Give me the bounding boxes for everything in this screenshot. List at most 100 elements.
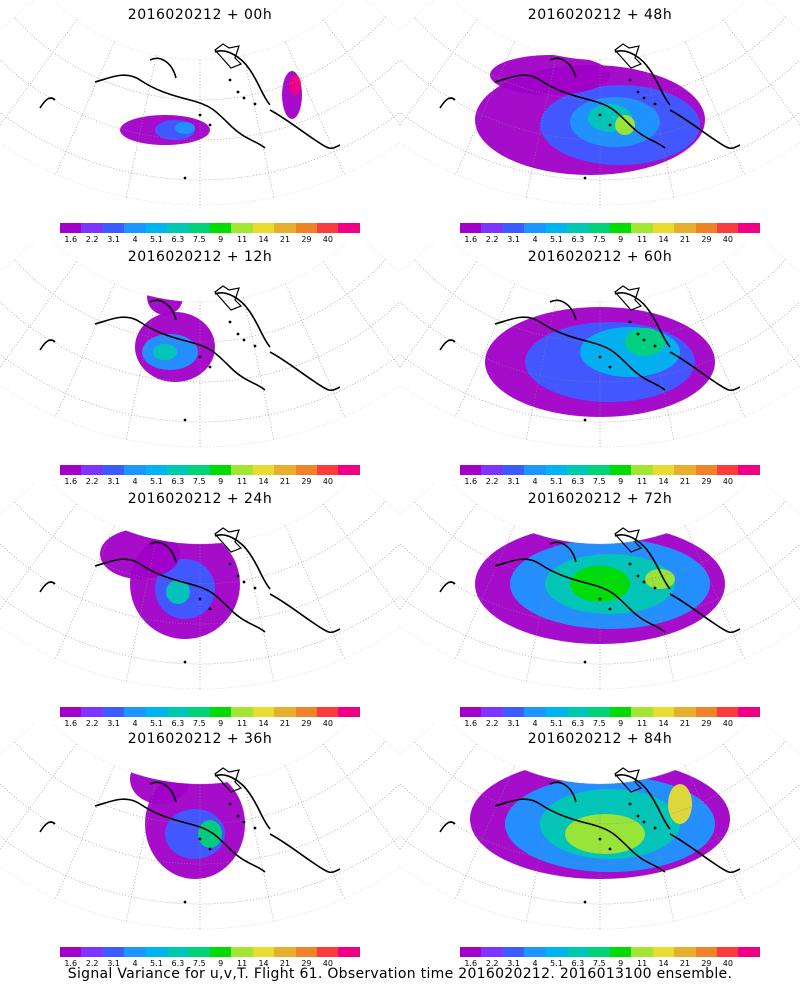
colorbar-swatch [253, 223, 274, 233]
colorbar-swatch [481, 947, 502, 957]
colorbar-swatch [60, 707, 81, 717]
colorbar-swatch [610, 465, 631, 475]
forecast-panel: 2016020212 + 48h 1.62.23.145.16.37.59111… [400, 0, 800, 240]
colorbar-swatch [717, 465, 738, 475]
colorbar-swatch [589, 947, 610, 957]
colorbar-swatch [274, 947, 295, 957]
colorbar-swatch [524, 465, 545, 475]
colorbar-swatch [210, 465, 231, 475]
colorbar-swatch [103, 223, 124, 233]
colorbar-swatch [503, 707, 524, 717]
colorbar-swatch [253, 465, 274, 475]
colorbar-swatch [460, 947, 481, 957]
colorbar-swatch [296, 707, 317, 717]
colorbar-swatch [546, 947, 567, 957]
polar-map [400, 724, 800, 964]
colorbar-swatch [167, 947, 188, 957]
colorbar-swatch [231, 707, 252, 717]
colorbar-swatch [567, 707, 588, 717]
colorbar-swatch [189, 465, 210, 475]
colorbar [60, 947, 360, 957]
variance-contour [625, 328, 665, 356]
colorbar-swatch [696, 465, 717, 475]
colorbar-swatch [317, 465, 338, 475]
polar-map [400, 0, 800, 240]
variance-contour [147, 279, 183, 315]
forecast-panel: 2016020212 + 84h 1.62.23.145.16.37.59111… [400, 724, 800, 964]
colorbar-swatch [81, 707, 102, 717]
colorbar-swatch [296, 947, 317, 957]
colorbar-swatch [610, 707, 631, 717]
colorbar-swatch [631, 465, 652, 475]
polar-map [0, 724, 400, 964]
colorbar-swatch [81, 465, 102, 475]
figure-caption: Signal Variance for u,v,T. Flight 61. Ob… [0, 966, 800, 982]
colorbar-swatch [460, 223, 481, 233]
colorbar-swatch [167, 465, 188, 475]
colorbar-swatch [317, 223, 338, 233]
colorbar-swatch [524, 223, 545, 233]
colorbar-swatch [653, 465, 674, 475]
colorbar-swatch [717, 707, 738, 717]
colorbar-swatch [146, 223, 167, 233]
variance-contour [289, 75, 301, 95]
colorbar [460, 465, 760, 475]
colorbar-swatch [631, 947, 652, 957]
colorbar-swatch [189, 223, 210, 233]
colorbar-swatch [696, 947, 717, 957]
colorbar-swatch [189, 707, 210, 717]
colorbar-swatch [338, 947, 359, 957]
colorbar-swatch [167, 707, 188, 717]
variance-contour [175, 122, 195, 134]
colorbar [60, 707, 360, 717]
polar-map [0, 0, 400, 240]
colorbar-swatch [338, 707, 359, 717]
variance-contour [130, 754, 190, 804]
colorbar-swatch [717, 223, 738, 233]
colorbar-swatch [696, 223, 717, 233]
colorbar-swatch [567, 465, 588, 475]
colorbar-swatch [696, 707, 717, 717]
colorbar-swatch [546, 707, 567, 717]
colorbar-swatch [503, 947, 524, 957]
colorbar-swatch [589, 707, 610, 717]
colorbar-swatch [338, 223, 359, 233]
colorbar-swatch [103, 465, 124, 475]
colorbar-swatch [567, 947, 588, 957]
colorbar-swatch [674, 707, 695, 717]
colorbar-swatch [317, 947, 338, 957]
variance-contour [615, 115, 635, 135]
colorbar-swatch [631, 223, 652, 233]
colorbar-swatch [589, 465, 610, 475]
colorbar-swatch [210, 707, 231, 717]
polar-map [0, 484, 400, 724]
colorbar-swatch [210, 947, 231, 957]
colorbar-swatch [738, 223, 759, 233]
colorbar-swatch [567, 223, 588, 233]
colorbar-swatch [674, 223, 695, 233]
colorbar-swatch [738, 465, 759, 475]
colorbar-swatch [253, 947, 274, 957]
variance-contour [100, 529, 180, 579]
colorbar-swatch [460, 465, 481, 475]
colorbar-swatch [653, 223, 674, 233]
colorbar-swatch [81, 947, 102, 957]
colorbar-swatch [146, 465, 167, 475]
colorbar-swatch [60, 223, 81, 233]
colorbar-swatch [231, 223, 252, 233]
colorbar [60, 223, 360, 233]
forecast-panel: 2016020212 + 12h 1.62.23.145.16.37.59111… [0, 242, 400, 482]
colorbar-swatch [503, 223, 524, 233]
forecast-panel: 2016020212 + 00h 1.62.23.145.16.37.59111… [0, 0, 400, 240]
colorbar-swatch [124, 947, 145, 957]
colorbar-swatch [524, 707, 545, 717]
colorbar-swatch [81, 223, 102, 233]
colorbar-swatch [253, 707, 274, 717]
colorbar-swatch [103, 707, 124, 717]
colorbar-swatch [674, 947, 695, 957]
colorbar-swatch [296, 223, 317, 233]
colorbar-swatch [653, 707, 674, 717]
colorbar-swatch [146, 707, 167, 717]
polar-map [0, 242, 400, 482]
forecast-panel: 2016020212 + 60h 1.62.23.145.16.37.59111… [400, 242, 800, 482]
